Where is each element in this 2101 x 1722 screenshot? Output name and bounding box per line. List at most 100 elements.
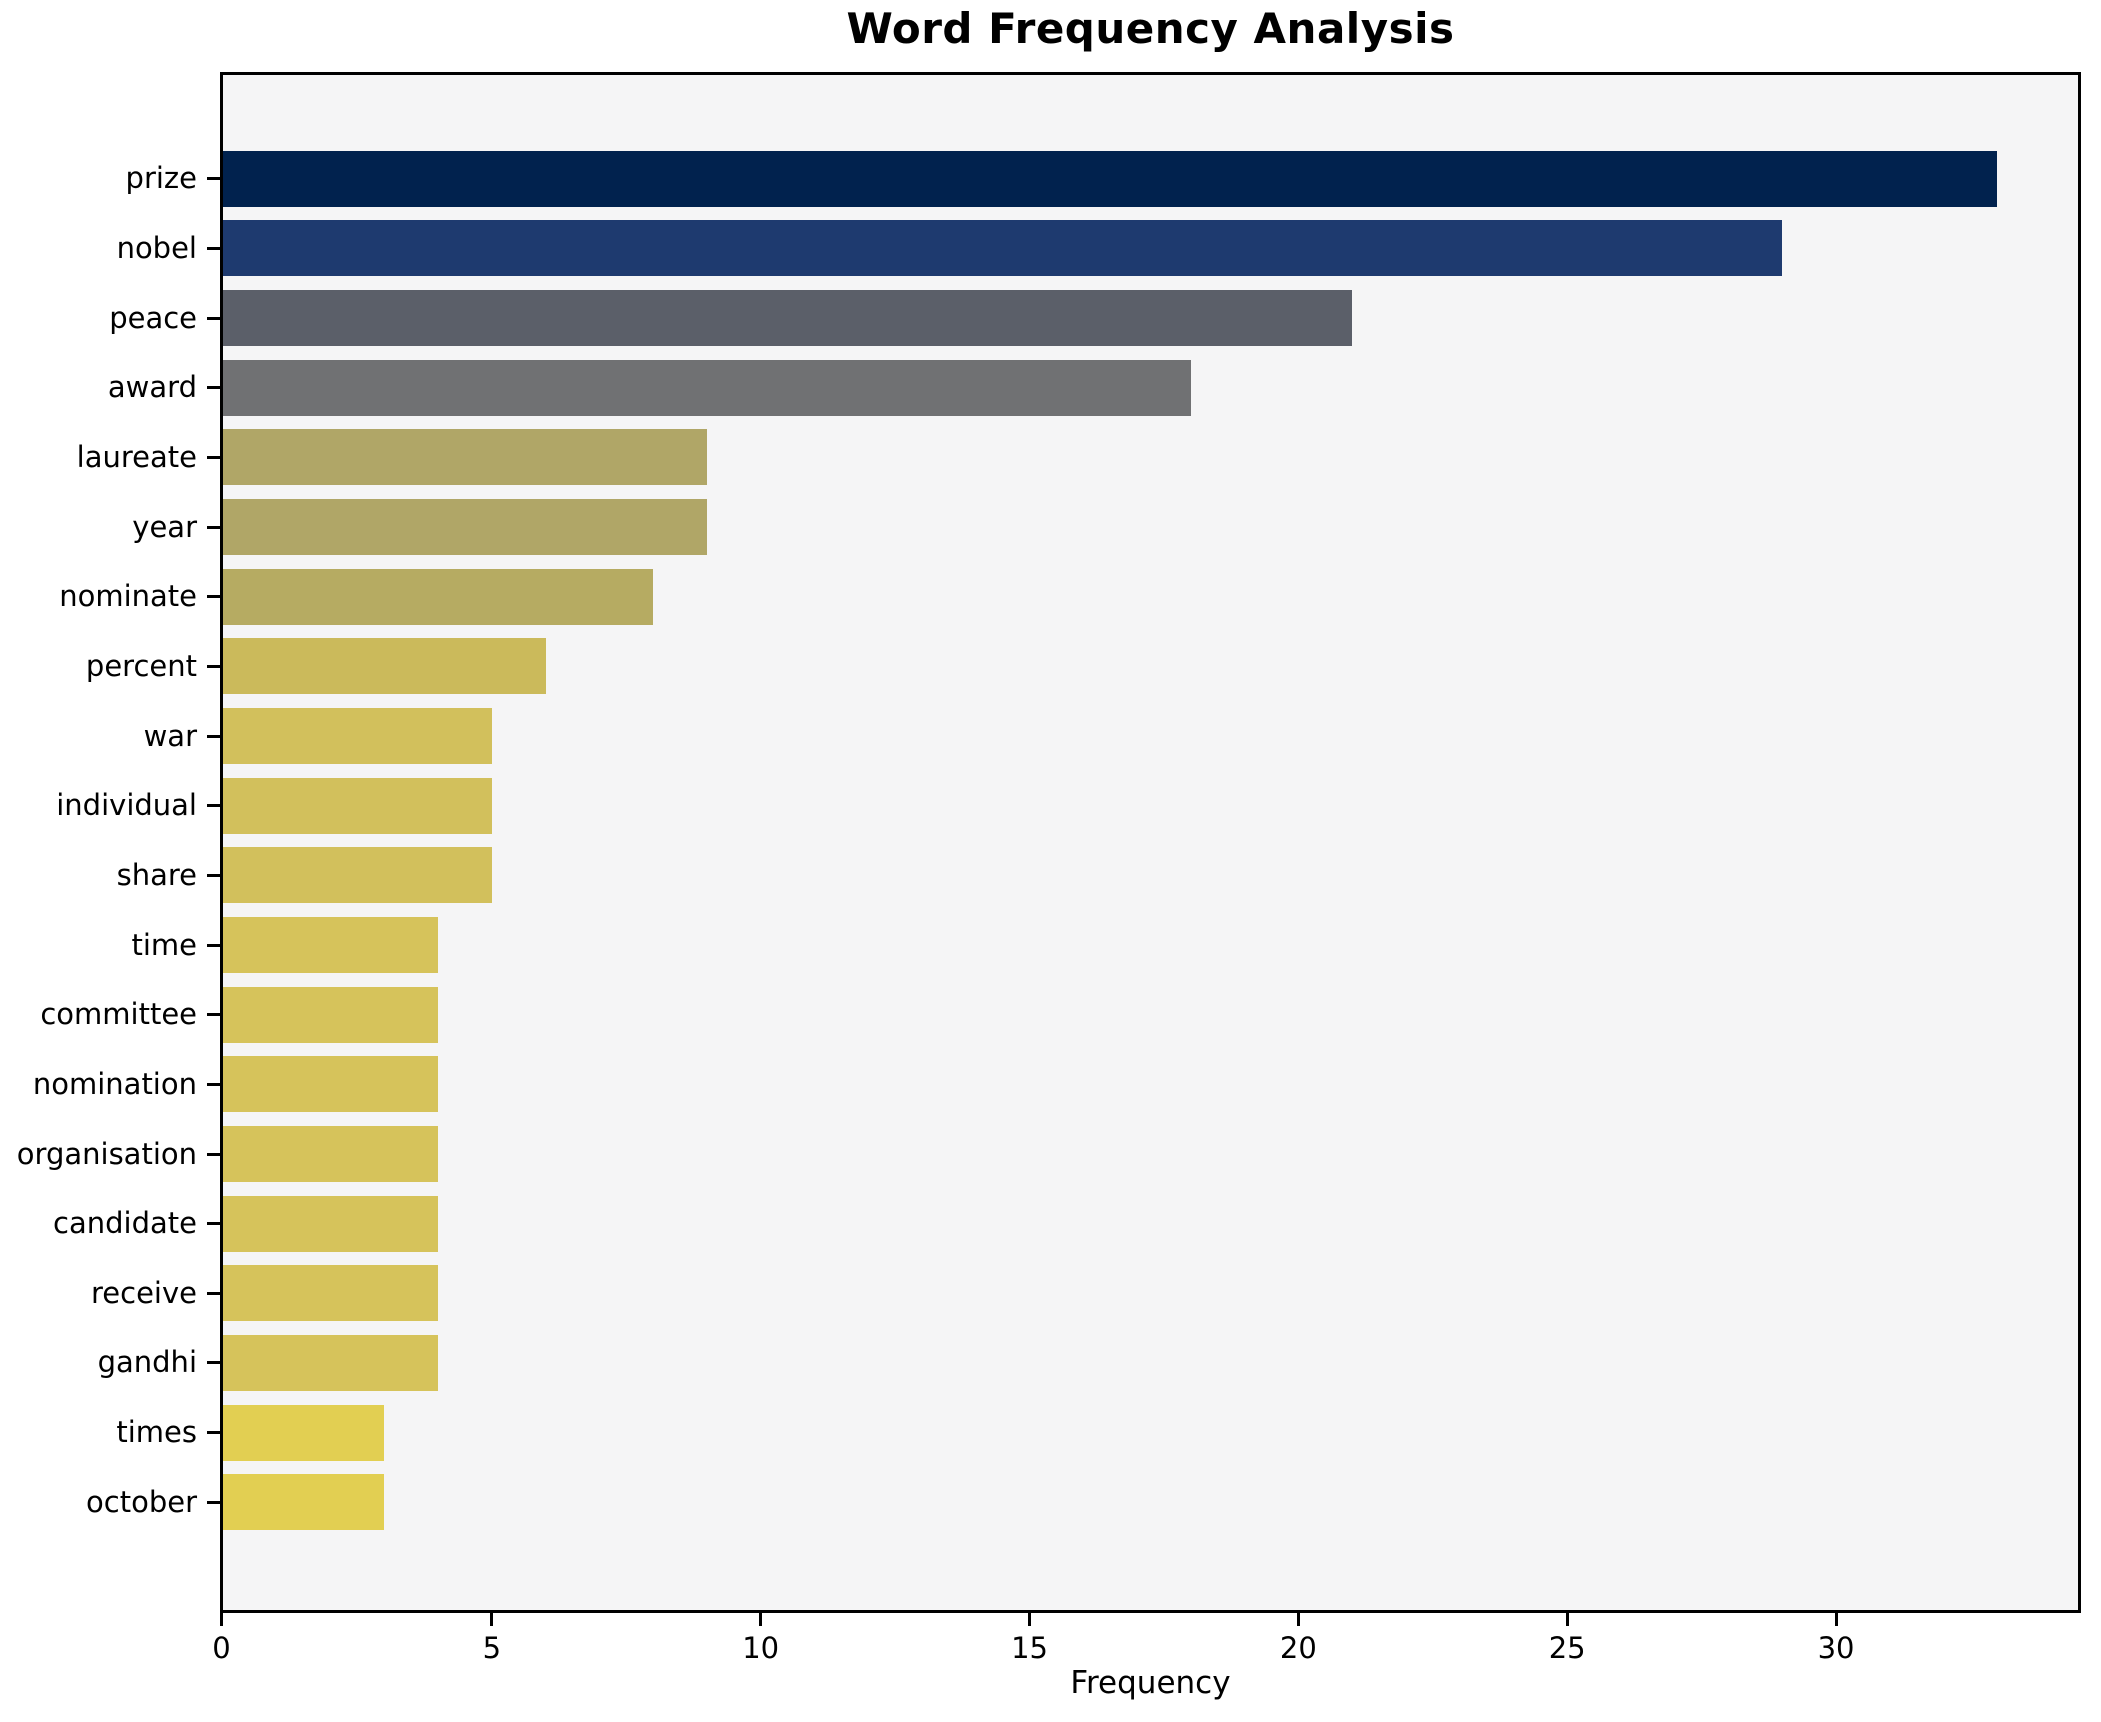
y-tick-mark — [207, 1013, 220, 1017]
y-tick-label: individual — [56, 788, 197, 823]
x-tick-mark — [759, 1613, 763, 1626]
bar — [223, 1404, 385, 1461]
y-tick-label: organisation — [16, 1136, 197, 1171]
bar-row: october — [86, 1467, 2078, 1537]
bar-row: war — [144, 701, 2078, 771]
x-tick-mark — [1834, 1613, 1838, 1626]
bar-row: prize — [126, 144, 2078, 214]
bar-row: share — [117, 841, 2078, 911]
bar-row: individual — [56, 771, 2078, 841]
bar — [223, 1126, 439, 1183]
bar-row: nomination — [33, 1050, 2078, 1120]
y-tick-mark — [207, 525, 220, 529]
bar — [223, 359, 1191, 416]
bar-row: gandhi — [98, 1328, 2078, 1398]
bar — [223, 638, 546, 695]
y-tick-label: candidate — [53, 1206, 197, 1241]
bar — [223, 1474, 385, 1531]
x-tick-mark — [1296, 1613, 1300, 1626]
bar — [223, 847, 492, 904]
x-tick-label: 25 — [1548, 1631, 1586, 1665]
bar-row: percent — [86, 632, 2078, 702]
bar-row: time — [131, 910, 2078, 980]
y-tick-mark — [207, 734, 220, 738]
bar-row: year — [132, 492, 2078, 562]
bar — [223, 917, 439, 974]
y-tick-label: war — [143, 718, 197, 753]
y-tick-mark — [207, 1291, 220, 1295]
y-tick-label: nobel — [116, 230, 197, 265]
bar — [223, 499, 707, 556]
x-tick-label: 5 — [482, 1631, 502, 1665]
bar — [223, 1265, 439, 1322]
y-tick-label: times — [116, 1415, 197, 1450]
bar — [223, 986, 439, 1043]
x-tick-mark — [220, 1613, 223, 1626]
x-axis: 0 5 10 15 20 25 30 — [0, 1613, 2101, 1722]
y-tick-mark — [207, 943, 220, 947]
bar — [223, 777, 492, 834]
y-tick-label: time — [131, 927, 197, 962]
bar — [223, 568, 654, 625]
y-tick-mark — [207, 1361, 220, 1365]
bar — [223, 429, 707, 486]
y-tick-mark — [207, 455, 220, 459]
y-tick-label: nomination — [32, 1066, 197, 1101]
y-tick-mark — [207, 804, 220, 808]
y-tick-label: gandhi — [97, 1345, 197, 1380]
y-tick-label: receive — [91, 1275, 197, 1310]
y-tick-mark — [207, 873, 220, 877]
bar-row: times — [116, 1398, 2078, 1468]
bar-row: candidate — [53, 1189, 2078, 1259]
bar — [223, 150, 1998, 207]
bar-row: nobel — [117, 214, 2078, 284]
y-tick-label: year — [132, 509, 197, 544]
bar-row: award — [108, 353, 2078, 423]
y-tick-label: peace — [109, 300, 197, 335]
x-tick-label: 15 — [1011, 1631, 1048, 1665]
y-tick-mark — [207, 386, 220, 390]
y-tick-mark — [207, 1431, 220, 1435]
y-tick-label: committee — [40, 997, 197, 1032]
bar — [223, 1334, 439, 1391]
y-tick-mark — [207, 664, 220, 668]
y-tick-mark — [207, 246, 220, 250]
y-tick-mark — [207, 177, 220, 181]
y-tick-mark — [207, 1082, 220, 1086]
bar — [223, 1056, 439, 1113]
x-tick-label: 0 — [212, 1631, 231, 1665]
y-tick-mark — [207, 1152, 220, 1156]
x-tick-mark — [1565, 1613, 1569, 1626]
y-tick-mark — [207, 1500, 220, 1504]
y-tick-label: award — [107, 370, 197, 405]
y-tick-label: laureate — [76, 439, 197, 474]
bar-row: peace — [109, 283, 2078, 353]
y-tick-label: nominate — [59, 579, 197, 614]
y-tick-label: prize — [125, 161, 197, 196]
bar-row: receive — [91, 1259, 2078, 1329]
bar-row: organisation — [17, 1119, 2078, 1189]
y-tick-label: share — [116, 857, 197, 892]
bar — [223, 220, 1783, 277]
y-tick-mark — [207, 1222, 220, 1226]
x-tick-mark — [490, 1613, 494, 1626]
bar-row: laureate — [77, 423, 2078, 493]
bar-row: committee — [40, 980, 2078, 1050]
plot-area: prize nobel peace award laureate year no… — [17, 72, 2081, 1613]
y-tick-mark — [207, 595, 220, 599]
chart-title: Word Frequency Analysis — [846, 4, 1455, 53]
x-tick-label: 20 — [1279, 1631, 1317, 1665]
x-tick-mark — [1028, 1613, 1032, 1626]
bar — [223, 1195, 439, 1252]
x-axis-label: Frequency — [1070, 1665, 1231, 1701]
bar — [223, 708, 492, 765]
y-tick-label: october — [86, 1484, 197, 1519]
bar — [223, 290, 1353, 347]
x-tick-label: 10 — [742, 1631, 780, 1665]
x-tick-label: 30 — [1817, 1631, 1855, 1665]
y-tick-mark — [207, 316, 220, 320]
bar-rows: prize nobel peace award laureate year no… — [17, 75, 2078, 1610]
y-tick-label: percent — [85, 648, 197, 683]
bar-row: nominate — [59, 562, 2078, 632]
